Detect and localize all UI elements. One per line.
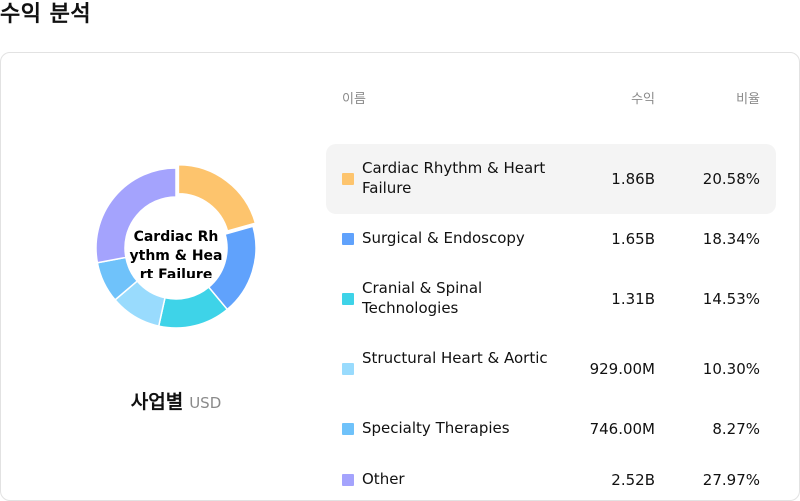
header-name: 이름	[342, 92, 366, 107]
row-share: 27.97%	[702, 471, 760, 489]
table-row[interactable]: Cranial & Spinal Technologies 1.31B 14.5…	[326, 264, 776, 334]
row-revenue: 1.86B	[611, 170, 655, 188]
donut-slice-other[interactable]	[95, 167, 177, 264]
legend-swatch	[342, 293, 354, 305]
revenue-card: Cardiac Rh ythm & Hea rt Failure 사업별 USD 이름…	[0, 52, 800, 501]
row-revenue: 1.65B	[611, 230, 655, 248]
row-name: Structural Heart & Aortic	[362, 349, 548, 367]
row-share: 8.27%	[712, 420, 760, 438]
chart-unit: USD	[189, 394, 222, 412]
row-share: 20.58%	[702, 170, 760, 188]
chart-caption: 사업별 USD	[1, 387, 351, 414]
row-share: 18.34%	[702, 230, 760, 248]
legend-swatch	[342, 173, 354, 185]
row-name: Specialty Therapies	[362, 419, 510, 437]
center-label-line: Cardiac Rh	[133, 229, 219, 245]
table-row[interactable]: Surgical & Endoscopy 1.65B 18.34%	[326, 214, 776, 264]
donut-chart	[95, 164, 257, 329]
chart-title: 사업별	[130, 391, 184, 413]
row-revenue: 929.00M	[589, 360, 655, 378]
center-label-line: rt Failure	[139, 267, 213, 278]
row-name: Cranial & Spinal Technologies	[362, 279, 483, 317]
table-row[interactable]: Specialty Therapies 746.00M 8.27%	[326, 404, 776, 455]
row-name: Surgical & Endoscopy	[362, 229, 525, 247]
legend-swatch	[342, 423, 354, 435]
row-share: 14.53%	[702, 290, 760, 308]
legend-swatch	[342, 363, 354, 375]
center-label-line: ythm & Hea	[129, 248, 223, 264]
legend-swatch	[342, 233, 354, 245]
legend-swatch	[342, 474, 354, 486]
table-row[interactable]: Other 2.52B 27.97%	[326, 455, 776, 501]
table-row[interactable]: Cardiac Rhythm & Heart Failure 1.86B 20.…	[326, 144, 776, 214]
header-share: 비율	[736, 92, 760, 107]
donut-slice-cardiac-rhythm-heart-failure[interactable]	[177, 164, 257, 232]
header-revenue: 수익	[631, 92, 655, 107]
row-revenue: 1.31B	[611, 290, 655, 308]
row-revenue: 2.52B	[611, 471, 655, 489]
revenue-table: 이름 수익 비율 Cardiac Rhythm & Heart Failure …	[326, 83, 776, 489]
row-name: Other	[362, 470, 405, 488]
table-row[interactable]: Structural Heart & Aortic 929.00M 10.30%	[326, 334, 776, 404]
page-title: 수익 분석	[0, 2, 92, 27]
table-header: 이름 수익 비율	[326, 83, 776, 113]
donut-center-label: Cardiac Rh ythm & Hea rt Failure	[125, 228, 227, 278]
row-name: Cardiac Rhythm & Heart Failure	[362, 159, 546, 197]
row-revenue: 746.00M	[589, 420, 655, 438]
row-share: 10.30%	[702, 360, 760, 378]
